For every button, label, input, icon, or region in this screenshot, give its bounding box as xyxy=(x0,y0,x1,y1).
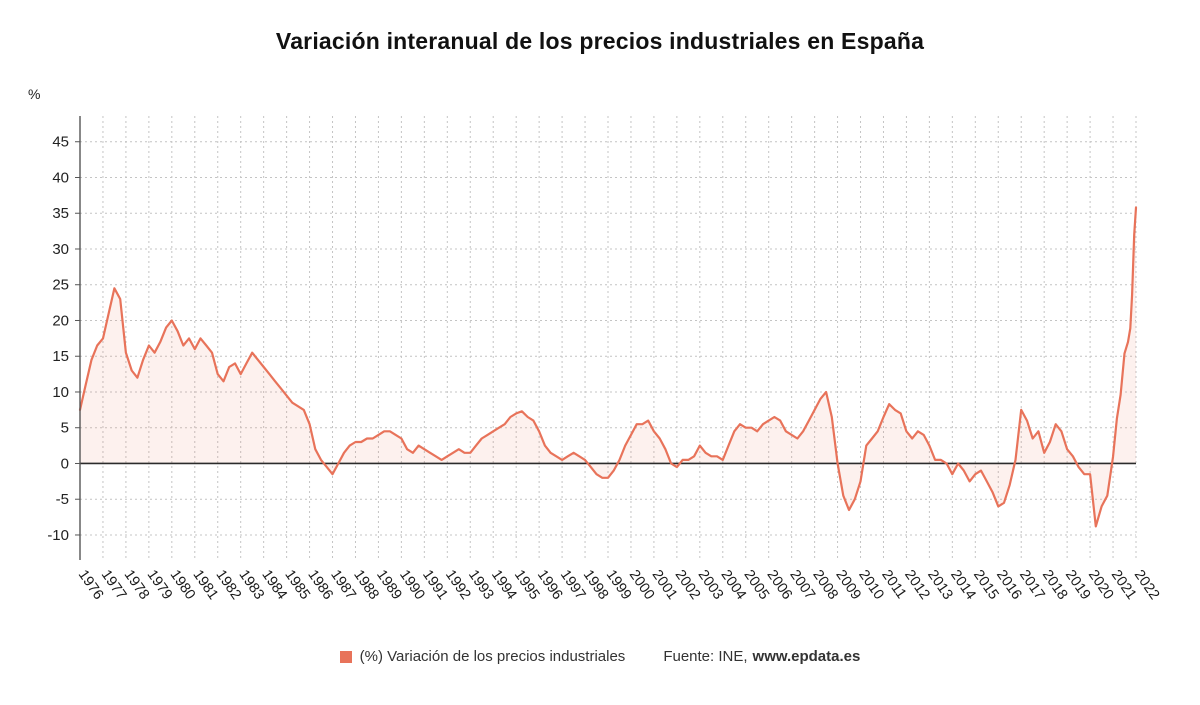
legend-swatch xyxy=(339,650,352,663)
chart-svg: -10-505101520253035404519761977197819791… xyxy=(47,116,1163,603)
y-tick-label: 10 xyxy=(52,384,69,401)
legend-series-label: (%) Variación de los precios industriale… xyxy=(359,648,626,665)
y-tick-label: 20 xyxy=(52,312,69,329)
legend-item: (%) Variación de los precios industriale… xyxy=(339,648,626,665)
legend: (%) Variación de los precios industriale… xyxy=(0,648,1200,665)
series-line xyxy=(78,206,1138,528)
source-text: Fuente: INE, www.epdata.es xyxy=(663,648,860,665)
y-tick-label: -5 xyxy=(56,491,69,508)
y-tick-label: 15 xyxy=(52,348,69,365)
source-prefix: Fuente: INE, xyxy=(663,648,748,665)
series-area xyxy=(80,207,1136,527)
source-link: www.epdata.es xyxy=(752,648,861,665)
y-tick-label: -10 xyxy=(47,527,69,544)
y-tick-label: 25 xyxy=(52,277,69,294)
x-tick-label: 2022 xyxy=(1131,567,1163,603)
y-tick-label: 0 xyxy=(61,455,69,472)
page-title: Variación interanual de los precios indu… xyxy=(275,28,925,54)
y-tick-label: 45 xyxy=(52,134,69,151)
y-tick-label: 5 xyxy=(61,420,69,437)
y-tick-label: 30 xyxy=(52,241,69,258)
y-tick-label: 40 xyxy=(52,169,69,186)
x-tick-label: 2011 xyxy=(878,567,909,602)
y-tick-label: 35 xyxy=(52,205,69,222)
y-axis-unit: % xyxy=(28,86,41,102)
